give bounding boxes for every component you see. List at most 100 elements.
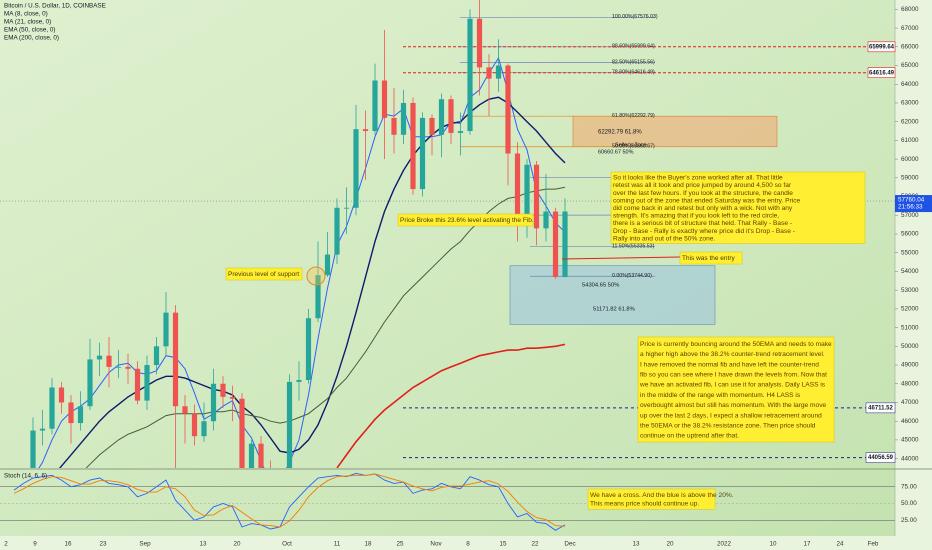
candle-body — [296, 380, 302, 382]
fib-label: 82.50%(65155.56) — [612, 59, 655, 65]
note-line: Price is currently bouncing around the 5… — [640, 341, 832, 348]
candle-body — [172, 312, 179, 407]
note-line: I have removed the normal fib and have l… — [640, 361, 819, 368]
candle-body — [334, 207, 340, 255]
y-tick-label: 53000 — [901, 287, 919, 294]
x-tick-label: Dec — [564, 541, 575, 548]
candle-body — [153, 346, 160, 366]
note-line: Rally into and out of the 50% zone. — [613, 235, 715, 242]
stoch-title: Stoch (14, 6, 6) — [4, 473, 47, 480]
red-level-box — [867, 67, 896, 78]
x-tick-label: 13 — [199, 541, 207, 548]
candle-body — [448, 99, 454, 133]
candle-body — [305, 318, 312, 381]
x-tick-label: Nov — [430, 541, 442, 548]
blue-level-label: 46711.52 — [868, 405, 893, 411]
red-level-label: 65999.64 — [869, 44, 895, 50]
candle-body — [96, 355, 103, 360]
y-tick-label: 62000 — [901, 118, 919, 125]
support-circle — [306, 266, 326, 286]
x-tick-label: 2022 — [717, 541, 732, 548]
candle-body — [39, 428, 46, 431]
stoch-line — [13, 473, 566, 528]
candle-body — [229, 396, 236, 399]
y-tick-label: 54000 — [901, 268, 919, 275]
candle-body — [201, 421, 207, 437]
candle-body — [239, 398, 245, 468]
candle-body — [543, 211, 549, 229]
candle-body — [362, 129, 369, 132]
y-tick-label: 59000 — [901, 175, 919, 182]
candle-body — [410, 102, 416, 190]
note-line: continue on the uptrend after that. — [640, 433, 739, 440]
note-line: coming out of the zone that ended Saturd… — [613, 197, 801, 204]
current-price-label: 57760.04 — [898, 197, 925, 204]
time-axis-area — [0, 536, 932, 550]
x-tick-label: 16 — [64, 541, 72, 548]
y-tick-label: 68000 — [901, 6, 919, 13]
callout-box — [679, 251, 743, 265]
candle-body — [134, 368, 141, 401]
y-tick-label: 44000 — [901, 455, 919, 462]
note-line: We have a cross. And the blue is above t… — [590, 492, 734, 499]
fib-label: 100.00%(67576.03) — [612, 14, 658, 20]
fib-label: 50.00%(60660.67) — [612, 144, 655, 150]
note-line: over the last few hours. If you look at … — [613, 190, 793, 197]
candle-body — [115, 366, 122, 368]
candle-body — [77, 406, 84, 424]
buyer-zone-label: 54304.65 50% — [582, 283, 619, 289]
blue-level-box — [865, 452, 896, 463]
y-tick-label: 46000 — [901, 418, 919, 425]
x-tick-label: 24 — [836, 541, 844, 548]
seller-zone-label: 60660.67 50% — [598, 149, 634, 155]
overlay: 44000 45000 46000 47000 48000 49000 50000 51000… — [4, 3, 932, 548]
buyer-zone — [509, 265, 716, 325]
note-line: retest was all it took and price jumped … — [613, 182, 792, 189]
candle-body — [30, 430, 36, 468]
candle-body — [495, 65, 502, 79]
candle-body — [476, 18, 483, 68]
y-tick-label: 50000 — [901, 343, 919, 350]
note-line: a higher high above the 38.2% counter-tr… — [640, 351, 825, 358]
note-line: strength. It's amazing that if you look … — [613, 213, 779, 220]
x-tick-label: 25 — [396, 541, 404, 548]
candle-body — [457, 131, 464, 133]
x-tick-label: 11 — [334, 541, 341, 548]
y-tick-label: 48000 — [901, 380, 919, 387]
candle-body — [182, 406, 188, 414]
note-box — [637, 336, 835, 443]
note-line: This means price should continue up. — [590, 501, 699, 508]
seller-zone-label: Seller's Zone — [615, 142, 647, 148]
candle-body — [68, 402, 74, 424]
y-tick-label: 64000 — [901, 81, 919, 88]
note-line: up over the last 2 days, I expect a shal… — [640, 412, 822, 419]
red-level-label: 64616.49 — [869, 70, 895, 76]
callout-text: This was the entry — [682, 255, 735, 262]
fib-label: 11.50%(55335.53) — [612, 243, 655, 249]
y-tick-label: 67000 — [901, 25, 919, 32]
x-tick-label: 20 — [233, 541, 241, 548]
note-box — [587, 488, 716, 510]
candle-body — [220, 383, 226, 397]
legend-entry: EMA (200, close, 0) — [4, 35, 59, 42]
candle-body — [419, 117, 426, 190]
current-price-box — [895, 195, 932, 213]
note-line: overbought almost but still has momentum… — [640, 402, 827, 409]
note-line: did come back in and retest but only wit… — [613, 205, 793, 212]
y-tick-label: 66000 — [901, 43, 919, 50]
x-tick-label: 15 — [499, 541, 507, 548]
fib-label: 61.80%(62292.79) — [612, 113, 655, 119]
candle-body — [552, 211, 559, 278]
stoch-pane — [0, 472, 895, 531]
candle-body — [258, 443, 264, 468]
stoch-tick-label: 50.00 — [901, 500, 917, 507]
countdown-label: 21:56:33 — [898, 204, 923, 211]
x-tick-label: Feb — [868, 541, 879, 548]
x-tick-label: 17 — [803, 541, 811, 548]
x-tick-label: 8 — [466, 541, 470, 548]
callout-box — [225, 267, 303, 281]
x-tick-label: 9 — [33, 541, 37, 548]
